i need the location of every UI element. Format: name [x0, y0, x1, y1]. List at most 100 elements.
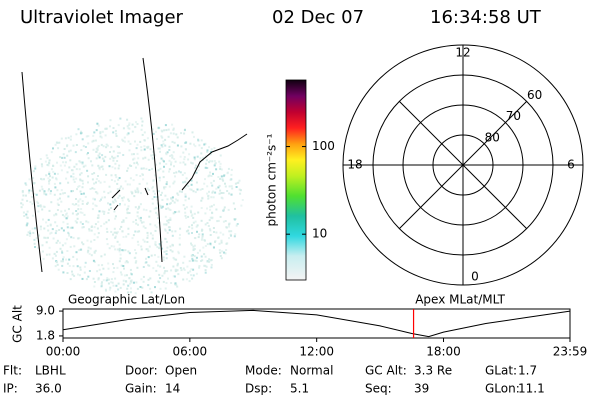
pixel — [92, 202, 95, 205]
pixel — [147, 264, 149, 267]
pixel — [209, 234, 212, 236]
pixel — [88, 228, 91, 231]
pixel — [146, 182, 149, 185]
pixel — [92, 148, 95, 151]
pixel — [161, 191, 163, 194]
pixel — [216, 220, 219, 223]
pixel — [181, 190, 183, 193]
pixel — [162, 258, 165, 261]
pixel — [223, 206, 226, 209]
pixel — [134, 292, 137, 295]
status-label: Flt: — [3, 364, 22, 378]
pixel — [224, 185, 227, 188]
pixel — [201, 196, 204, 199]
pixel — [67, 208, 70, 211]
pixel — [73, 203, 76, 206]
pixel — [145, 167, 148, 170]
pixel — [151, 167, 154, 170]
pixel — [189, 142, 192, 145]
pixel — [116, 231, 119, 234]
pixel — [118, 260, 121, 263]
pixel — [138, 205, 141, 208]
pixel — [223, 251, 226, 254]
pixel — [54, 212, 57, 215]
pixel — [78, 274, 81, 277]
pixel — [152, 185, 154, 188]
pixel — [78, 185, 81, 187]
pixel — [146, 137, 149, 140]
pixel — [65, 238, 68, 241]
pixel — [171, 199, 174, 202]
pixel — [219, 168, 222, 170]
pixel — [77, 212, 79, 215]
pixel — [201, 188, 204, 190]
pixel — [109, 190, 112, 193]
pixel — [230, 230, 233, 233]
pixel — [102, 168, 105, 171]
status-value: Open — [165, 364, 197, 378]
pixel — [180, 132, 183, 135]
pixel — [48, 182, 51, 185]
pixel — [91, 173, 94, 175]
pixel — [63, 156, 66, 159]
pixel — [97, 277, 100, 280]
pixel — [117, 288, 120, 291]
pixel — [172, 212, 175, 215]
pixel — [82, 192, 85, 195]
pixel — [105, 143, 108, 146]
pixel — [158, 176, 161, 179]
pixel — [90, 226, 93, 228]
mlt-label: 0 — [471, 270, 479, 284]
pixel — [40, 177, 42, 180]
pixel — [26, 222, 29, 225]
pixel — [185, 278, 188, 281]
pixel — [114, 129, 117, 132]
pixel — [125, 217, 128, 219]
pixel — [28, 235, 31, 237]
pixel — [118, 194, 121, 197]
orbit-frame — [62, 308, 571, 339]
pixel — [187, 232, 190, 235]
pixel — [139, 140, 142, 143]
pixel — [109, 203, 112, 206]
pixel — [180, 145, 183, 148]
pixel — [190, 274, 193, 277]
pixel — [98, 168, 101, 171]
pixel — [168, 145, 171, 148]
pixel — [140, 117, 143, 120]
pixel — [120, 273, 123, 276]
pixel — [210, 181, 213, 184]
pixel — [158, 204, 161, 207]
pixel — [69, 245, 72, 248]
pixel — [151, 237, 154, 240]
pixel — [70, 135, 72, 138]
pixel — [176, 264, 179, 267]
pixel — [184, 180, 187, 183]
pixel — [109, 157, 112, 160]
pixel — [115, 132, 118, 135]
pixel — [53, 214, 56, 217]
pixel — [87, 152, 89, 154]
pixel — [160, 206, 163, 209]
pixel — [77, 200, 80, 203]
pixel — [81, 200, 84, 203]
pixel — [113, 180, 116, 183]
pixel — [74, 151, 77, 154]
pixel — [157, 255, 160, 258]
pixel — [105, 173, 108, 176]
pixel — [208, 219, 211, 222]
pixel — [117, 190, 119, 193]
pixel — [94, 223, 97, 226]
pixel — [191, 224, 193, 227]
pixel — [87, 157, 90, 160]
pixel — [166, 219, 169, 222]
pixel — [208, 258, 211, 261]
pixel — [142, 266, 145, 268]
pixel — [218, 184, 221, 187]
pixel — [176, 285, 179, 288]
status-label: GLat: — [485, 364, 517, 378]
pixel — [114, 235, 117, 238]
pixel — [159, 265, 162, 268]
pixel — [188, 188, 191, 191]
pixel — [79, 221, 82, 224]
